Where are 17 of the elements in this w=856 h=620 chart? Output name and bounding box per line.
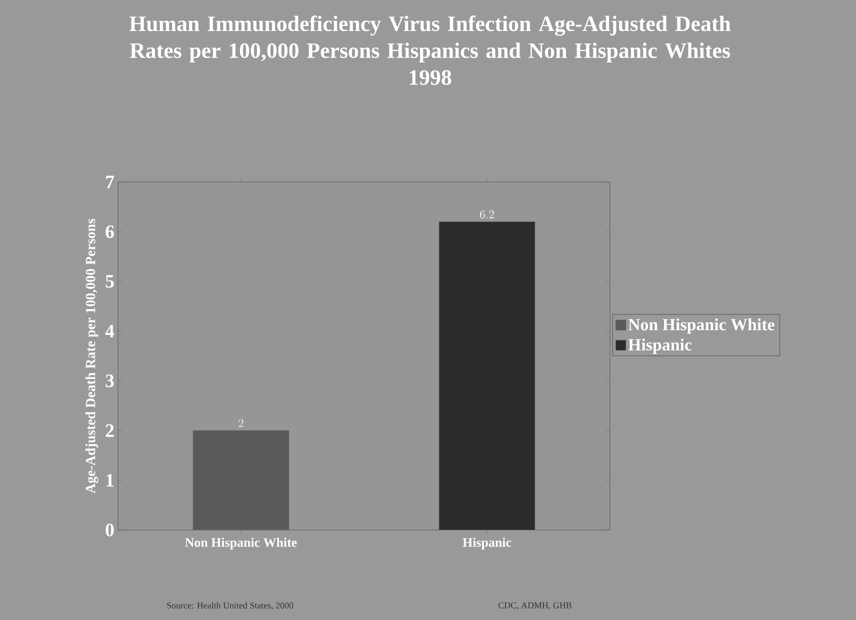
legend-label: Non Hispanic White — [628, 318, 774, 334]
y-tick-label: 2 — [106, 424, 114, 437]
y-tick-label: 5 — [106, 275, 114, 288]
y-axis-title: Age-Adjusted Death Rate per 100,000 Persons — [85, 218, 98, 494]
y-tick-label: 0 — [106, 524, 114, 536]
chart-title: Human Immunodeficiency Virus Infection Age-Adjusted Death Rates per 100,000 Persons Hispanics and Non Hispanic Whites — [129, 16, 731, 63]
y-tick-label: 3 — [106, 374, 114, 388]
chart-subtitle: 1998 — [410, 70, 452, 85]
y-tick-label: 1 — [106, 474, 114, 487]
legend-label: Hispanic — [628, 338, 692, 354]
y-tick-label: 7 — [106, 176, 114, 188]
data-label: 2 — [238, 419, 244, 428]
source-note: Source: Health United States, 2000 — [167, 602, 294, 610]
data-label: 6.2 — [480, 210, 494, 218]
y-tick-label: 4 — [105, 324, 114, 338]
y-tick-label: 6 — [106, 225, 114, 238]
text: CDC, ADMH, GHB — [498, 602, 572, 610]
